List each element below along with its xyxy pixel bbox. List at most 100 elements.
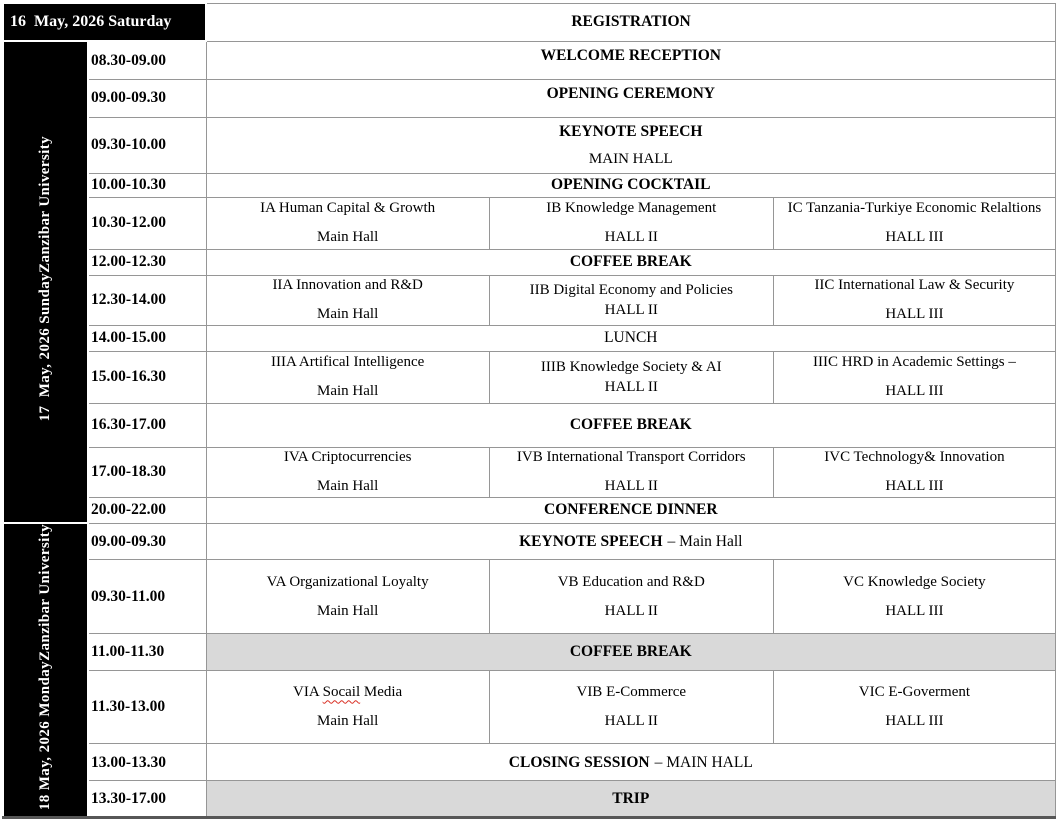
event-label: KEYNOTE SPEECH xyxy=(519,532,663,550)
time-label: 10.00-10.30 xyxy=(91,176,166,194)
session-cell-iiib: IIIB Knowledge Society & AI HALL II xyxy=(488,350,774,404)
time-label: 11.30-13.00 xyxy=(91,698,166,716)
event-cell-coffee-break-3: COFFEE BREAK xyxy=(205,632,1057,671)
table-row: 13.00-13.30 CLOSING SESSION – MAIN HALL xyxy=(3,743,1057,782)
time-cell: 09.00-09.30 xyxy=(87,78,207,118)
event-label: TRIP xyxy=(612,789,650,807)
session-cell-ib: IB Knowledge Management HALL II xyxy=(488,196,774,250)
event-cell-coffee-break-1: COFFEE BREAK xyxy=(205,248,1057,276)
session-title: IVA Criptocurrencies xyxy=(283,449,412,466)
time-label: 09.00-09.30 xyxy=(91,89,166,107)
session-hall: HALL II xyxy=(604,478,658,494)
time-cell: 12.00-12.30 xyxy=(87,248,207,276)
time-label: 16.30-17.00 xyxy=(91,416,166,434)
time-cell: 11.30-13.00 xyxy=(87,669,207,745)
event-cell-closing-session: CLOSING SESSION – MAIN HALL xyxy=(205,743,1057,782)
time-cell: 12.30-14.00 xyxy=(87,274,207,326)
time-label: 08.30-09.00 xyxy=(91,51,166,69)
session-cell-iib: IIB Digital Economy and Policies HALL II xyxy=(488,274,774,326)
session-title: VIB E-Commerce xyxy=(576,684,687,701)
session-cell-iiia: IIIA Artifical Intelligence Main Hall xyxy=(205,350,490,404)
event-hall-label: – MAIN HALL xyxy=(654,753,753,771)
event-cell-keynote-speech: KEYNOTE SPEECH MAIN HALL xyxy=(205,116,1057,174)
event-label: LUNCH xyxy=(604,329,658,347)
time-label: 11.00-11.30 xyxy=(91,643,165,661)
event-cell-lunch: LUNCH xyxy=(205,324,1057,352)
session-title: IVC Technology& Innovation xyxy=(824,449,1005,466)
event-label: OPENING CEREMONY xyxy=(546,84,715,102)
time-cell: 08.30-09.00 xyxy=(87,40,207,80)
session-hall: Main Hall xyxy=(317,478,379,494)
session-title: IIIB Knowledge Society & AI xyxy=(540,358,722,375)
session-title: IIC International Law & Security xyxy=(814,277,1015,294)
session-hall: HALL III xyxy=(885,478,944,494)
event-label: CLOSING SESSION xyxy=(508,753,650,771)
session-hall: Main Hall xyxy=(317,713,379,729)
event-cell-opening-ceremony: OPENING CEREMONY xyxy=(205,78,1057,118)
event-cell-opening-cocktail: OPENING COCKTAIL xyxy=(205,172,1057,198)
session-cell-vb: VB Education and R&D HALL II xyxy=(488,559,774,634)
session-title: IA Human Capital & Growth xyxy=(260,200,436,217)
event-cell-coffee-break-2: COFFEE BREAK xyxy=(205,402,1057,448)
day-header-saturday: 16 May, 2026 Saturday xyxy=(1,2,208,42)
time-label: 09.00-09.30 xyxy=(91,532,166,550)
misspelled-word: Socail xyxy=(322,684,361,701)
session-hall: HALL III xyxy=(885,383,944,399)
session-cell-va: VA Organizational Loyalty Main Hall xyxy=(205,559,490,634)
table-row: 10.30-12.00 IA Human Capital & Growth Mai… xyxy=(3,196,1057,250)
session-title: IIA Innovation and R&D xyxy=(272,277,423,294)
session-hall: HALL III xyxy=(885,713,944,729)
day-venue-line: Zanzibar University xyxy=(36,524,53,661)
time-cell: 13.30-17.00 xyxy=(87,780,207,818)
table-row: 09.30-10.00 KEYNOTE SPEECH MAIN HALL xyxy=(3,116,1057,174)
event-label: WELCOME RECEPTION xyxy=(540,46,721,64)
session-cell-ivb: IVB International Transport Corridors HAL… xyxy=(488,446,774,498)
session-cell-ivc: IVC Technology& Innovation HALL III xyxy=(772,446,1057,498)
table-row: 13.30-17.00 TRIP xyxy=(3,780,1057,818)
time-cell: 13.00-13.30 xyxy=(87,743,207,782)
session-hall: HALL II xyxy=(604,602,658,619)
session-hall: Main Hall xyxy=(317,602,379,619)
time-label: 09.30-10.00 xyxy=(91,136,166,154)
table-row: 16.30-17.00 COFFEE BREAK xyxy=(3,402,1057,448)
day-venue-line: Zanzibar University xyxy=(36,136,53,274)
table-row: 11.00-11.30 COFFEE BREAK xyxy=(3,632,1057,671)
time-cell: 11.00-11.30 xyxy=(87,632,207,671)
time-cell: 09.30-11.00 xyxy=(87,559,207,634)
time-cell: 15.00-16.30 xyxy=(87,350,207,404)
table-row: 20.00-22.00 CONFERENCE DINNER xyxy=(3,496,1057,524)
table-row: 12.30-14.00 IIA Innovation and R&D Main H… xyxy=(3,274,1057,326)
time-cell: 17.00-18.30 xyxy=(87,446,207,498)
time-label: 12.00-12.30 xyxy=(91,253,166,271)
event-cell-welcome-reception: WELCOME RECEPTION xyxy=(205,40,1057,80)
time-label: 15.00-16.30 xyxy=(91,368,166,386)
session-title-suffix: Media xyxy=(360,684,403,701)
session-hall: Main Hall xyxy=(317,229,379,245)
session-title: IIIC HRD in Academic Settings – xyxy=(812,354,1016,371)
time-label: 20.00-22.00 xyxy=(91,501,166,519)
session-title-prefix: VIA xyxy=(293,684,323,701)
session-cell-ic: IC Tanzania-Turkiye Economic Relaltions H… xyxy=(772,196,1057,250)
session-hall: HALL III xyxy=(885,602,944,619)
table-row: 10.00-10.30 OPENING COCKTAIL xyxy=(3,172,1057,198)
session-title: VIC E-Goverment xyxy=(858,684,971,701)
time-cell: 10.30-12.00 xyxy=(87,196,207,250)
event-label: OPENING COCKTAIL xyxy=(551,176,711,194)
session-hall: HALL III xyxy=(885,229,944,245)
event-label: CONFERENCE DINNER xyxy=(544,501,718,519)
session-cell-vib: VIB E-Commerce HALL II xyxy=(488,669,774,745)
time-label: 13.30-17.00 xyxy=(91,789,166,807)
session-cell-ia: IA Human Capital & Growth Main Hall xyxy=(205,196,490,250)
table-row: 14.00-15.00 LUNCH xyxy=(3,324,1057,352)
session-title: IB Knowledge Management xyxy=(546,200,717,217)
session-cell-via: VIA Socail Media Main Hall xyxy=(205,669,490,745)
time-cell: 14.00-15.00 xyxy=(87,324,207,352)
day-header-saturday-label: 16 May, 2026 Saturday xyxy=(10,13,172,30)
session-hall: HALL II xyxy=(604,713,658,729)
session-title: VC Knowledge Society xyxy=(843,573,986,590)
session-cell-vc: VC Knowledge Society HALL III xyxy=(772,559,1057,634)
day-header-monday: 18 May, 2026 MondayZanzibar University xyxy=(1,521,90,819)
session-title: IIB Digital Economy and Policies xyxy=(529,281,733,298)
table-row: 17 May, 2026 SundayZanzibar University 0… xyxy=(1,40,1057,524)
